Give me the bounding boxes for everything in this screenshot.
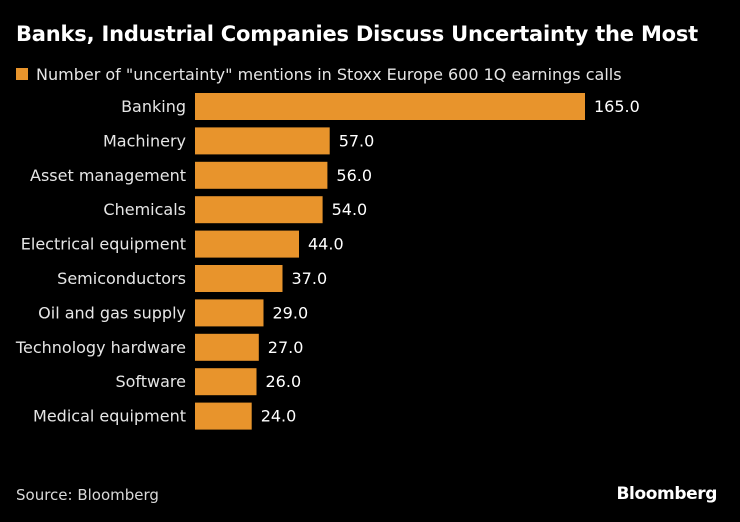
value-label: 24.0 bbox=[261, 407, 297, 426]
value-label: 165.0 bbox=[594, 97, 640, 116]
bar-technology-hardware bbox=[195, 333, 259, 361]
value-label: 44.0 bbox=[308, 235, 344, 254]
category-label: Electrical equipment bbox=[21, 235, 186, 254]
legend-label: Number of "uncertainty" mentions in Stox… bbox=[36, 64, 622, 84]
category-label: Oil and gas supply bbox=[38, 303, 186, 322]
bar-chemicals bbox=[195, 196, 323, 224]
category-label: Technology hardware bbox=[15, 338, 186, 357]
category-label: Machinery bbox=[103, 131, 186, 150]
chart-title: Banks, Industrial Companies Discuss Unce… bbox=[16, 22, 699, 46]
value-label: 26.0 bbox=[266, 372, 302, 391]
source-note: Source: Bloomberg bbox=[16, 486, 159, 504]
value-label: 29.0 bbox=[273, 303, 309, 322]
legend-swatch bbox=[16, 68, 28, 80]
value-label: 57.0 bbox=[339, 131, 375, 150]
category-label: Banking bbox=[121, 97, 186, 116]
bar-software bbox=[195, 368, 257, 396]
category-label: Chemicals bbox=[103, 200, 186, 219]
value-label: 54.0 bbox=[332, 200, 368, 219]
bloomberg-logo: Bloomberg bbox=[616, 484, 717, 504]
bar-asset-management bbox=[195, 161, 328, 189]
legend: Number of "uncertainty" mentions in Stox… bbox=[16, 64, 622, 84]
value-label: 56.0 bbox=[336, 166, 372, 185]
value-label: 27.0 bbox=[268, 338, 304, 357]
bar-medical-equipment bbox=[195, 402, 252, 430]
bar-oil-and-gas-supply bbox=[195, 299, 264, 327]
category-label: Asset management bbox=[30, 166, 186, 185]
category-label: Software bbox=[115, 372, 186, 391]
bar-electrical-equipment bbox=[195, 230, 299, 258]
bar-banking bbox=[195, 93, 585, 120]
bar-semiconductors bbox=[195, 265, 283, 292]
category-label: Medical equipment bbox=[33, 407, 186, 426]
bar-machinery bbox=[195, 127, 330, 155]
value-label: 37.0 bbox=[292, 269, 328, 288]
category-label: Semiconductors bbox=[57, 269, 186, 288]
